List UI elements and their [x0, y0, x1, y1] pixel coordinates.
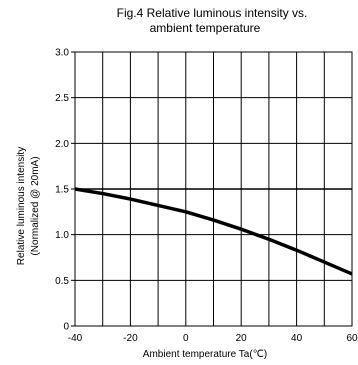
chart-title: Fig.4 Relative luminous intensity vs. am…	[117, 6, 308, 35]
series	[74, 187, 353, 276]
x-tick-label-5: 60	[346, 333, 358, 344]
x-tick-label-1: -20	[123, 333, 138, 344]
x-tick-label-4: 40	[291, 333, 303, 344]
x-tick-label-0: -40	[68, 333, 83, 344]
x-tick-labels: -40 -20 0 20 40 60	[68, 333, 358, 344]
y-axis-label-line-2: (Normalized @ 20mA)	[30, 156, 41, 255]
y-axis-label-line-1: Relative luminous intensity	[16, 147, 27, 265]
series-line-0	[74, 187, 353, 276]
y-tick-label-3: 1.5	[55, 185, 69, 196]
plot-frame	[74, 51, 353, 327]
chart-title-line-2: ambient temperature	[150, 21, 261, 35]
y-tick-label-6: 3.0	[55, 48, 69, 59]
x-tick-label-3: 20	[236, 333, 248, 344]
x-tick-label-2: 0	[183, 333, 189, 344]
x-axis-label: Ambient temperature Ta(℃)	[143, 349, 267, 360]
y-tick-label-5: 2.5	[55, 93, 69, 104]
chart-title-line-1: Fig.4 Relative luminous intensity vs.	[117, 6, 308, 20]
y-tick-label-4: 2.0	[55, 139, 69, 150]
y-tick-label-2: 1.0	[55, 230, 69, 241]
y-tick-label-1: 0.5	[55, 276, 69, 287]
y-tick-label-0: 0	[63, 322, 69, 333]
y-axis-label: Relative luminous intensity (Normalized …	[16, 147, 41, 265]
y-tick-labels: 0 0.5 1.0 1.5 2.0 2.5 3.0	[55, 48, 69, 333]
